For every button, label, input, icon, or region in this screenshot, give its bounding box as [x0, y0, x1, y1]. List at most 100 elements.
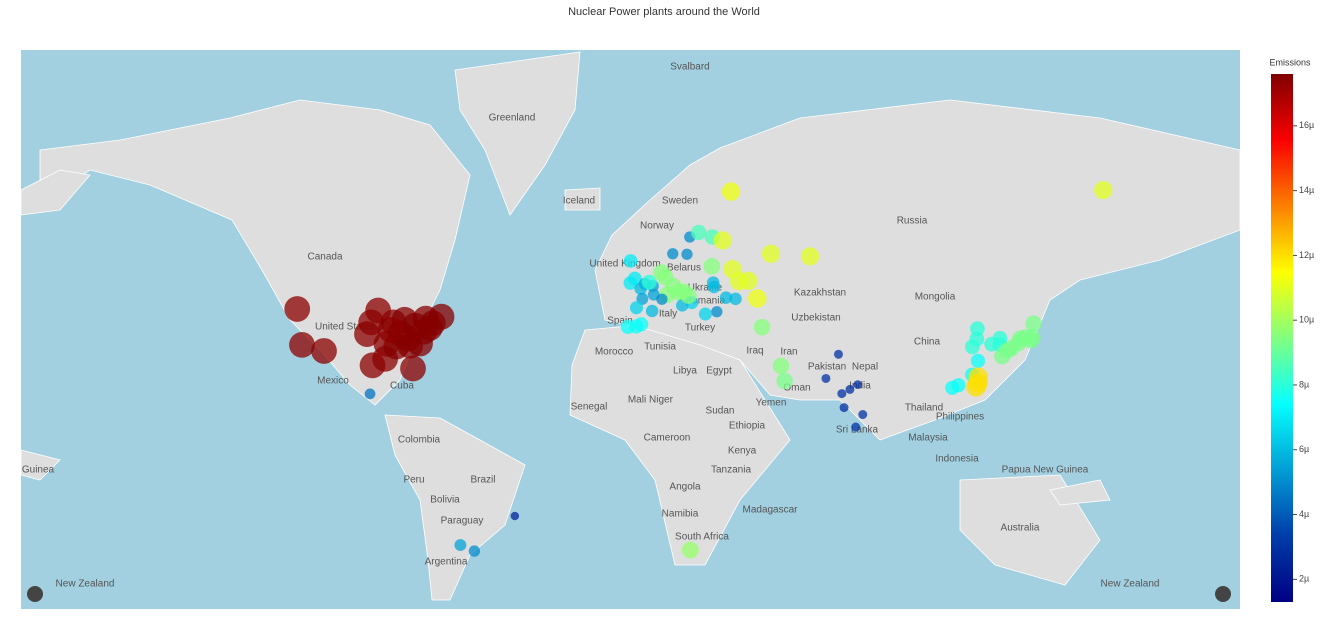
country-label: Australia: [1001, 523, 1040, 534]
country-label: Uzbekistan: [791, 313, 840, 324]
country-label: Iceland: [563, 196, 595, 207]
plant-marker: [623, 254, 638, 268]
country-label: Tanzania: [711, 465, 751, 476]
country-label: Indonesia: [935, 454, 979, 465]
plant-marker: [858, 410, 868, 420]
plant-marker: [623, 276, 638, 290]
country-label: Brazil: [470, 475, 495, 486]
plant-marker: [945, 380, 960, 396]
colorbar-tick-label: 2µ: [1299, 574, 1309, 584]
plant-marker: [837, 389, 847, 399]
plant-marker: [311, 338, 337, 364]
plant-marker: [1094, 180, 1113, 200]
country-label: Turkey: [685, 323, 715, 334]
country-label: Niger: [649, 395, 674, 406]
plant-marker: [653, 264, 670, 281]
country-label: Romania: [685, 296, 725, 307]
country-label: Sudan: [706, 406, 735, 417]
plant-marker: [416, 314, 443, 341]
plant-marker: [965, 339, 980, 355]
plant-marker: [719, 291, 733, 304]
plant-marker: [681, 541, 699, 559]
country-label: Bolivia: [430, 495, 460, 506]
country-label: Libya: [673, 366, 697, 377]
country-label: United States: [315, 322, 375, 333]
country-label: Malaysia: [908, 433, 948, 444]
country-label: Angola: [669, 482, 701, 493]
country-label: Svalbard: [670, 62, 709, 73]
colorbar-title: Emissions: [1269, 57, 1311, 67]
plant-marker: [772, 357, 790, 375]
chart-title: Nuclear Power plants around the World: [568, 6, 760, 18]
plant-marker: [681, 248, 693, 260]
country-label: Madagascar: [742, 505, 798, 516]
country-label: Morocco: [595, 347, 634, 358]
plant-marker: [839, 403, 849, 413]
colorbar-tick-label: 14µ: [1299, 185, 1314, 195]
country-label: Canada: [307, 252, 342, 263]
country-label: South Africa: [675, 532, 729, 543]
info-button[interactable]: [1215, 586, 1231, 602]
country-label: Guinea: [22, 465, 55, 476]
plant-marker: [667, 248, 679, 260]
plant-marker: [468, 545, 481, 557]
plant-marker: [1012, 330, 1029, 347]
plant-marker: [641, 274, 657, 290]
plant-marker: [968, 373, 988, 393]
country-label: Mexico: [317, 376, 349, 387]
country-label: Pakistan: [808, 362, 846, 373]
colorbar-tick-label: 10µ: [1299, 315, 1314, 325]
plants: [284, 180, 1113, 559]
plant-marker: [400, 355, 426, 382]
plant-marker: [992, 330, 1008, 346]
plant-marker: [620, 319, 635, 334]
country-label: Greenland: [489, 113, 536, 124]
plant-marker: [377, 316, 404, 343]
plant-marker: [748, 289, 767, 308]
plant-marker: [851, 422, 861, 432]
plant-marker: [833, 349, 843, 359]
colorbar-tick-label: 8µ: [1299, 379, 1309, 389]
plant-marker: [853, 380, 863, 389]
country-label: Norway: [640, 221, 674, 232]
country-label: Oman: [783, 383, 810, 394]
plant-marker: [761, 244, 781, 263]
colorbar-tick-label: 16µ: [1299, 120, 1314, 130]
country-label: Philippines: [936, 412, 984, 423]
plant-marker: [454, 539, 467, 552]
country-label: Belarus: [667, 263, 701, 274]
plant-marker: [707, 280, 721, 294]
country-label: New Zealand: [56, 579, 115, 590]
country-label: Kazakhstan: [794, 288, 846, 299]
plant-marker: [645, 304, 659, 318]
plant-marker: [510, 511, 520, 521]
country-label: Kenya: [728, 446, 757, 457]
country-label: Iran: [780, 347, 797, 358]
country-label: Iraq: [746, 346, 763, 357]
plant-marker: [776, 372, 793, 390]
country-label: Papua New Guinea: [1002, 465, 1089, 476]
country-label: Namibia: [662, 509, 699, 520]
colorbar-tick-label: 4µ: [1299, 509, 1309, 519]
plant-marker: [729, 292, 742, 306]
country-label: Cuba: [390, 381, 414, 392]
plant-marker: [680, 287, 697, 304]
plant-marker: [629, 301, 644, 315]
country-label: Peru: [403, 475, 424, 486]
plant-marker: [636, 292, 649, 305]
country-label: Spain: [607, 316, 633, 327]
country-label: Paraguay: [441, 516, 484, 527]
country-label: Tunisia: [644, 342, 676, 353]
plant-marker: [698, 307, 712, 321]
plant-marker: [821, 373, 831, 383]
zoom-button[interactable]: [27, 586, 43, 602]
country-label: Argentina: [425, 557, 468, 568]
plant-marker: [845, 384, 855, 394]
colorbar: [1271, 74, 1293, 602]
plant-marker: [723, 260, 742, 279]
country-label: Italy: [659, 309, 677, 320]
country-label: Cameroon: [644, 433, 691, 444]
plant-marker: [358, 309, 385, 336]
plant-marker: [284, 296, 311, 322]
